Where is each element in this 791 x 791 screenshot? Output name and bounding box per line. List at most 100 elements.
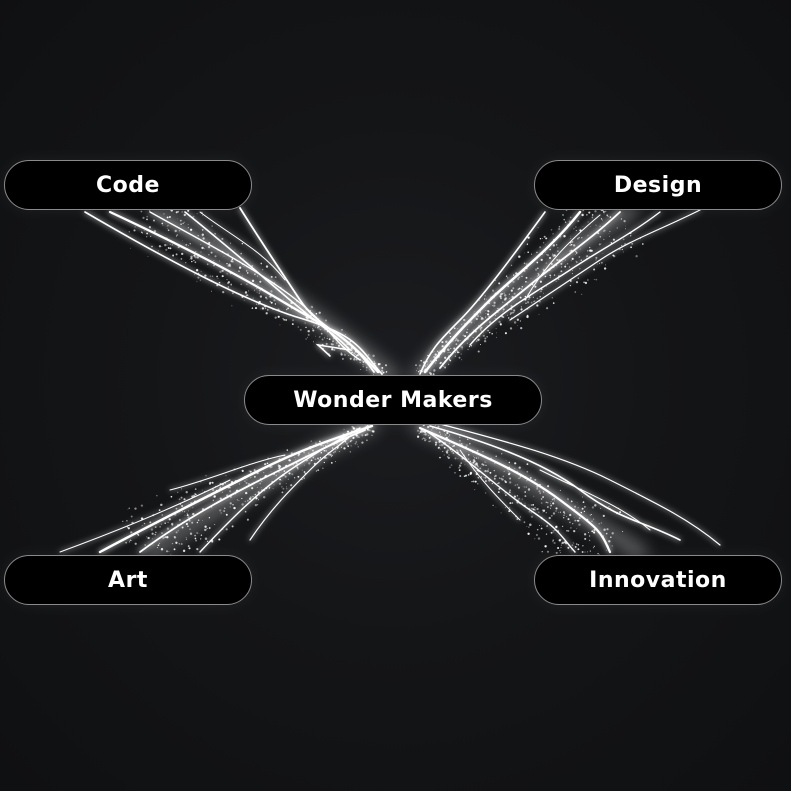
particle: [423, 361, 426, 364]
particle: [232, 504, 234, 506]
particle: [183, 213, 186, 217]
particle: [243, 266, 245, 267]
particle: [154, 526, 157, 528]
particle: [326, 337, 328, 339]
particle: [358, 436, 360, 438]
particle: [445, 437, 447, 440]
particle: [240, 294, 243, 297]
particle: [602, 253, 604, 255]
particle: [520, 288, 523, 291]
node-art[interactable]: Art: [4, 555, 252, 605]
particle: [343, 428, 345, 430]
particle: [516, 517, 519, 521]
particle: [372, 361, 374, 363]
particle: [364, 425, 367, 428]
particle: [569, 250, 571, 253]
node-design[interactable]: Design: [534, 160, 782, 210]
particle: [574, 505, 577, 508]
particle: [274, 276, 277, 278]
particle: [528, 504, 530, 506]
particle: [373, 360, 375, 362]
particle: [608, 233, 610, 234]
particle: [194, 537, 197, 540]
particle: [229, 486, 231, 489]
particle: [309, 446, 311, 448]
particle: [274, 282, 276, 284]
particle: [586, 257, 588, 259]
particle: [498, 320, 501, 324]
particle: [315, 326, 316, 328]
particle: [365, 354, 367, 356]
particle: [590, 514, 592, 515]
particle: [358, 357, 360, 359]
particle: [200, 481, 202, 483]
node-center[interactable]: Wonder Makers: [244, 375, 542, 425]
particle: [299, 310, 301, 312]
particle: [528, 296, 531, 299]
particle: [508, 461, 511, 464]
particle: [619, 511, 622, 514]
particle: [558, 259, 561, 262]
particle: [182, 240, 183, 242]
particle: [166, 535, 169, 539]
particle: [310, 448, 312, 451]
particle: [323, 456, 327, 459]
particle: [596, 263, 598, 265]
node-art-label: Art: [108, 567, 148, 593]
particle: [525, 302, 527, 304]
particle: [557, 250, 559, 252]
particle: [600, 243, 602, 245]
particle: [167, 247, 170, 249]
particle: [282, 487, 285, 490]
particle: [526, 243, 529, 245]
particle: [427, 364, 429, 366]
particle: [357, 446, 360, 448]
particle: [502, 301, 504, 303]
particle: [226, 273, 228, 275]
particle: [229, 272, 232, 275]
particle: [221, 269, 224, 272]
particle: [230, 242, 232, 244]
particle: [567, 518, 570, 521]
particle: [439, 456, 441, 459]
particle: [267, 280, 270, 282]
particle: [513, 309, 516, 312]
particle: [421, 438, 424, 440]
particle: [310, 461, 312, 463]
particle: [238, 500, 240, 501]
particle: [560, 262, 563, 265]
particle: [356, 354, 359, 357]
particle: [269, 466, 272, 469]
particle: [339, 437, 341, 439]
particle: [448, 454, 450, 456]
particle: [588, 211, 591, 214]
particle: [207, 245, 211, 249]
particle: [518, 502, 520, 504]
particle: [529, 523, 532, 527]
particle: [373, 361, 375, 363]
particle: [315, 470, 318, 472]
particle: [567, 529, 570, 532]
particle: [245, 266, 248, 268]
particle: [480, 476, 482, 478]
particle: [244, 480, 246, 482]
particle: [495, 506, 497, 508]
particle: [201, 489, 203, 491]
node-code[interactable]: Code: [4, 160, 252, 210]
particle: [425, 360, 428, 362]
particle: [231, 525, 234, 528]
particle: [154, 533, 156, 536]
particle: [491, 332, 493, 335]
particle: [167, 224, 169, 227]
particle: [520, 308, 523, 310]
particle: [562, 511, 565, 514]
particle: [603, 528, 606, 532]
particle: [169, 243, 171, 245]
particle: [509, 298, 511, 300]
particle: [630, 235, 632, 237]
particle: [434, 350, 435, 352]
particle: [497, 491, 500, 494]
particle: [320, 443, 323, 447]
particle: [319, 457, 321, 459]
node-innovation[interactable]: Innovation: [534, 555, 782, 605]
